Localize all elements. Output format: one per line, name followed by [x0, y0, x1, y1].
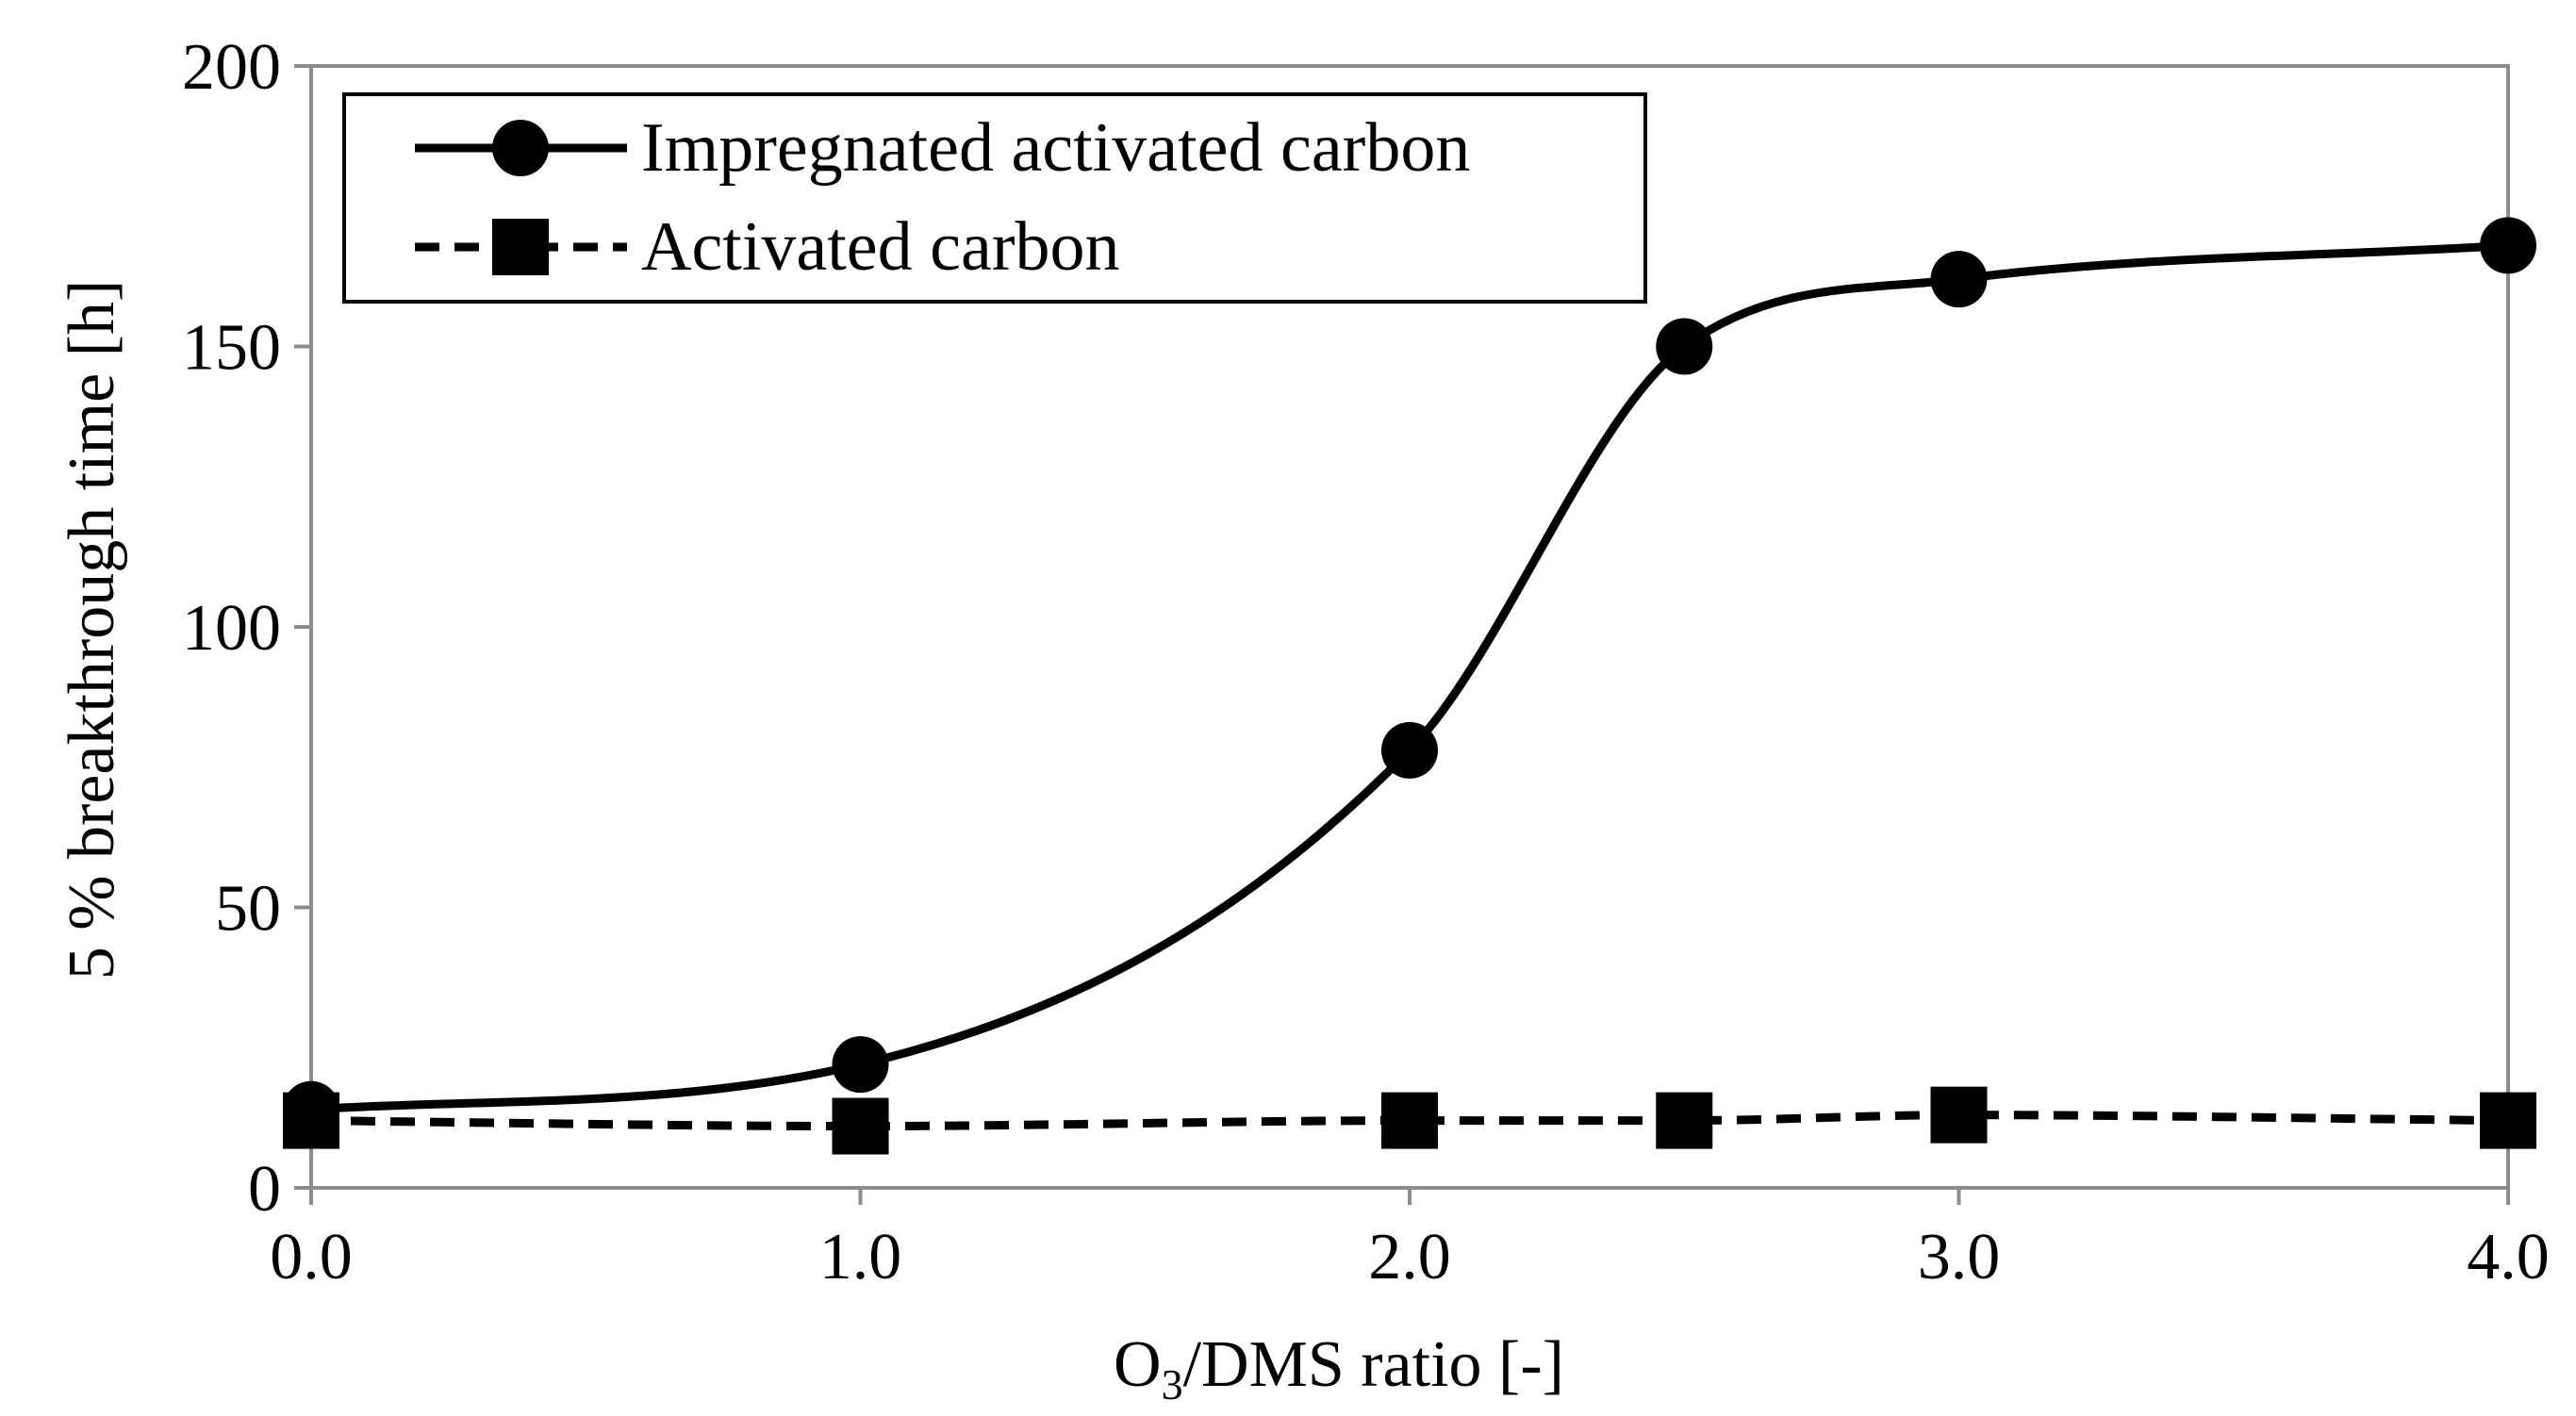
impregnated-data-point	[1381, 721, 1438, 779]
legend-circle-marker	[492, 120, 549, 176]
x-tick-label: 0.0	[270, 1221, 353, 1293]
legend-label-impregnated: Impregnated activated carbon	[641, 109, 1470, 187]
y-axis-title: 5 % breakthrough time [h]	[56, 280, 128, 980]
y-tick-label: 150	[182, 312, 281, 385]
y-tick-label: 100	[182, 592, 281, 665]
activated-data-point	[1656, 1092, 1713, 1149]
x-tick-label: 4.0	[2467, 1221, 2550, 1293]
x-axis: 0.0 1.0 2.0 3.0 4.0	[270, 1188, 2550, 1293]
x-axis-title: O3/DMS ratio [-]	[1114, 1328, 1564, 1408]
legend-label-activated: Activated carbon	[641, 208, 1120, 286]
x-axis-title-subscript: 3	[1162, 1360, 1183, 1408]
impregnated-data-point	[2480, 217, 2536, 274]
activated-data-point	[832, 1097, 889, 1155]
y-tick-label: 50	[215, 873, 281, 946]
y-tick-label: 200	[182, 31, 281, 104]
legend-square-marker	[492, 219, 549, 275]
activated-data-point	[1930, 1086, 1988, 1144]
y-tick-label: 0	[248, 1153, 281, 1226]
y-axis: 0 50 100 150 200	[182, 31, 311, 1226]
series-layer	[283, 217, 2536, 1155]
legend-item-activated: Activated carbon	[415, 208, 1120, 286]
impregnated-data-point	[1930, 251, 1988, 308]
legend: Impregnated activated carbon Activated c…	[342, 92, 1647, 304]
activated-data-point	[283, 1092, 339, 1149]
x-tick-label: 1.0	[819, 1221, 902, 1293]
series-line-impregnated	[310, 240, 2509, 1114]
activated-data-point	[1381, 1092, 1438, 1149]
x-axis-title-rest: /DMS ratio [-]	[1183, 1328, 1564, 1401]
legend-box	[342, 92, 1647, 304]
x-tick-label: 2.0	[1368, 1221, 1451, 1293]
legend-item-impregnated: Impregnated activated carbon	[415, 109, 1470, 187]
impregnated-data-point	[1656, 318, 1713, 375]
x-tick-label: 3.0	[1918, 1221, 2001, 1293]
activated-data-point	[2480, 1092, 2536, 1149]
impregnated-data-point	[832, 1036, 889, 1094]
x-axis-title-main: O	[1114, 1328, 1162, 1401]
